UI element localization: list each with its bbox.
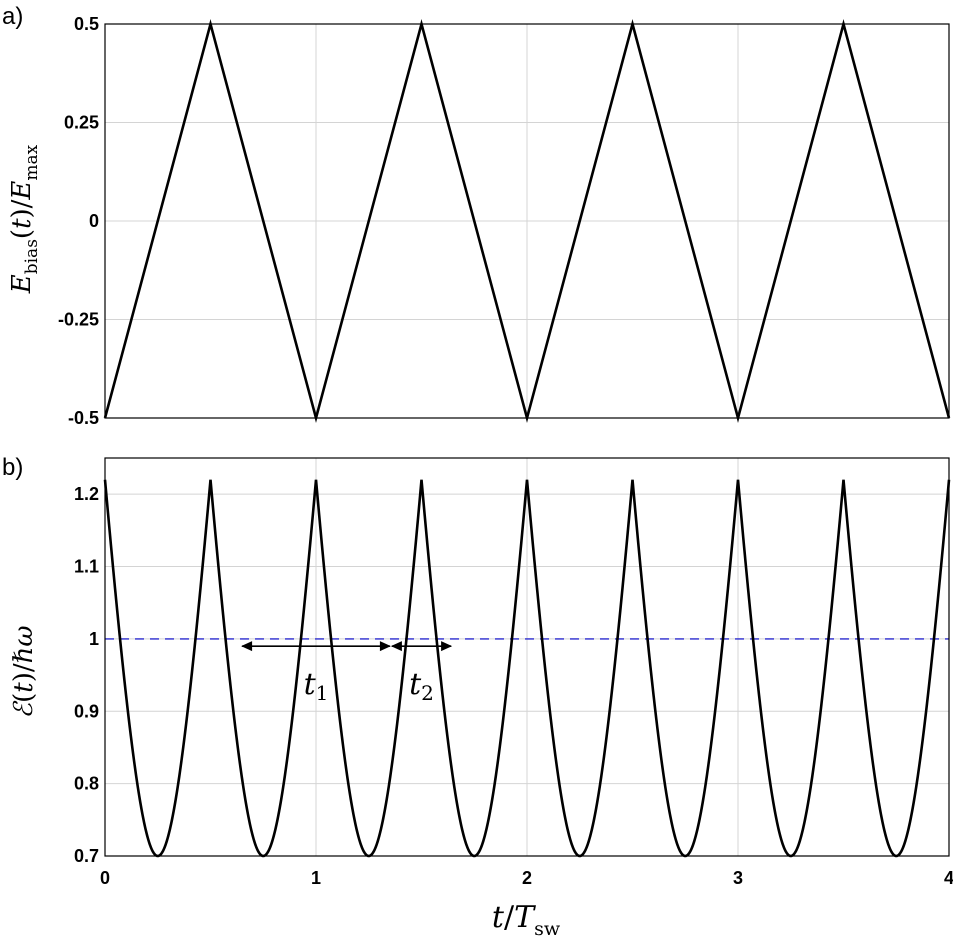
panel-b-y-tick-label: 0.9 (74, 701, 99, 721)
panel-a-grid (104, 23, 950, 419)
panel-b-x-ticks: 0 1 2 3 4 (100, 868, 953, 888)
panel-b-y-tick-label: 1 (89, 629, 99, 649)
panel-b-annotations: t1 t2 (241, 641, 453, 705)
panel-b-grid (104, 458, 950, 857)
annotation-arrowhead-right (441, 641, 453, 652)
annotation-arrowhead-right (379, 641, 391, 652)
panel-a-axes-frame (104, 23, 950, 419)
panel-b-y-tick-label: 0.8 (74, 774, 99, 794)
panel-b-x-tick-label: 2 (522, 868, 532, 888)
panel-a-label: a) (2, 3, 23, 30)
panel-b-x-tick-label: 3 (733, 868, 743, 888)
panel-b-x-axis-label: t/Tsw (492, 900, 561, 940)
annotation-arrowhead-left (241, 641, 253, 652)
panel-b-y-tick-label: 1.2 (74, 484, 99, 504)
panel-b-y-axis-label: ℰ(t)/ℏω (9, 625, 39, 718)
panel-b-y-tick-label: 1.1 (74, 557, 99, 577)
annotation-label: t2 (409, 667, 434, 705)
panel-b-x-tick-label: 0 (100, 868, 110, 888)
panel-b-x-tick-label: 1 (311, 868, 321, 888)
panel-a-y-tick-label: 0 (89, 211, 99, 231)
panel-a: -0.5 -0.25 0 0.25 0.5 a) Ebias(t)/Emax (2, 3, 951, 428)
panel-b-series-line (103, 479, 951, 858)
panel-a-y-tick-label: -0.25 (58, 310, 99, 330)
panel-b: 0.7 0.8 0.9 1 1.1 1.2 0 1 2 3 4 t1 t2 b) ℰ(t)/ℏω t… (2, 454, 953, 940)
panel-a-y-tick-label: 0.25 (64, 113, 99, 133)
panel-b-x-tick-label: 4 (944, 868, 953, 888)
panel-a-y-axis-label: Ebias(t)/Emax (7, 144, 42, 294)
panel-b-label: b) (2, 454, 23, 481)
panel-b-y-tick-label: 0.7 (74, 846, 99, 866)
panel-a-y-tick-label: -0.5 (68, 408, 99, 428)
panel-a-y-tick-label: 0.5 (74, 14, 99, 34)
panel-a-y-ticks: -0.5 -0.25 0 0.25 0.5 (58, 14, 99, 428)
panel-b-y-ticks: 0.7 0.8 0.9 1 1.1 1.2 (74, 484, 99, 866)
panel-b-axes-frame (104, 457, 950, 857)
annotation-arrowhead-left (390, 641, 402, 652)
